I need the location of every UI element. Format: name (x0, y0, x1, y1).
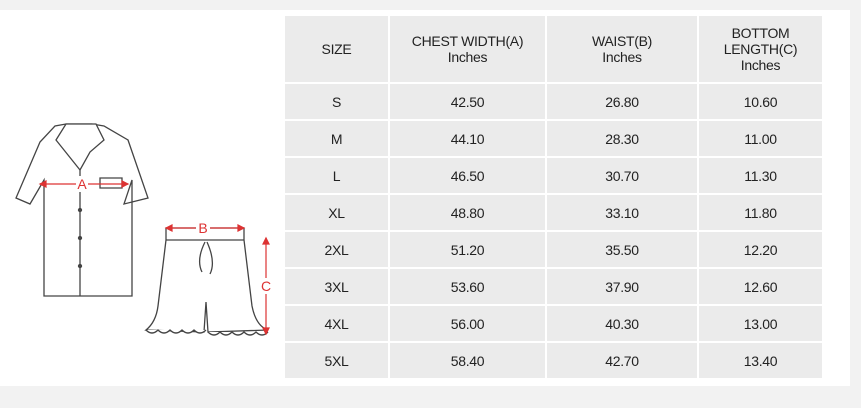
table-cell: 11.80 (697, 193, 824, 232)
table-row: 5XL 58.40 42.70 13.40 (283, 341, 824, 380)
garment-illustration: A B C (15, 123, 273, 336)
table-cell: 51.20 (388, 230, 547, 269)
table-cell: 37.90 (545, 267, 699, 306)
header-line: Inches (602, 49, 642, 65)
header-line: WAIST(B) (591, 33, 653, 49)
header-line: SIZE (321, 41, 352, 57)
table-cell: 28.30 (545, 119, 699, 158)
table-cell: L (283, 156, 390, 195)
table-cell: 33.10 (545, 193, 699, 232)
table-cell: 13.00 (697, 304, 824, 343)
table-cell: 48.80 (388, 193, 547, 232)
measure-label: B (198, 220, 207, 236)
table-cell: 3XL (283, 267, 390, 306)
label-bg (259, 278, 273, 294)
table-cell: 11.30 (697, 156, 824, 195)
table-cell: 42.50 (388, 82, 547, 121)
table-row: M 44.10 28.30 11.00 (283, 119, 824, 158)
table-cell: 44.10 (388, 119, 547, 158)
header-cell: SIZE (283, 14, 390, 84)
table-cell: S (283, 82, 390, 121)
table-cell: XL (283, 193, 390, 232)
label-bg (196, 220, 210, 236)
table-cell: 4XL (283, 304, 390, 343)
label-bg (76, 176, 88, 192)
shorts (144, 227, 269, 336)
table-cell: 46.50 (388, 156, 547, 195)
header-line: LENGTH(C) (723, 41, 798, 57)
header-line: CHEST WIDTH(A) (411, 33, 524, 49)
table-cell: 26.80 (545, 82, 699, 121)
table-cell: 2XL (283, 230, 390, 269)
header-row: SIZE CHEST WIDTH(A) Inches WAIST(B) Inches BO… (283, 14, 824, 84)
shirt (15, 123, 149, 297)
table-row: S 42.50 26.80 10.60 (283, 82, 824, 121)
header-line: Inches (447, 49, 488, 65)
table-cell: 58.40 (388, 341, 547, 380)
header-cell: BOTTOM LENGTH(C) Inches (697, 14, 824, 84)
table-cell: 12.20 (697, 230, 824, 269)
table-cell: 5XL (283, 341, 390, 380)
table-cell: 56.00 (388, 304, 547, 343)
table-cell: 11.00 (697, 119, 824, 158)
table-cell: 53.60 (388, 267, 547, 306)
header-cell: WAIST(B) Inches (545, 14, 699, 84)
table-row: 4XL 56.00 40.30 13.00 (283, 304, 824, 343)
table-cell: 13.40 (697, 341, 824, 380)
table-cell: 10.60 (697, 82, 824, 121)
table-row: 3XL 53.60 37.90 12.60 (283, 267, 824, 306)
table-cell: 42.70 (545, 341, 699, 380)
measure-label: A (77, 176, 87, 192)
table-row: 2XL 51.20 35.50 12.20 (283, 230, 824, 269)
size-chart: A B C SIZE CHEST WIDTH(A) Inches WAIST(B) In… (0, 10, 850, 386)
header-cell: CHEST WIDTH(A) Inches (388, 14, 547, 84)
table-cell: 40.30 (545, 304, 699, 343)
measure-label: C (261, 278, 271, 294)
size-table: SIZE CHEST WIDTH(A) Inches WAIST(B) Inches BO… (283, 14, 824, 380)
table-cell: 12.60 (697, 267, 824, 306)
header-line: Inches (740, 57, 781, 73)
table-cell: 35.50 (545, 230, 699, 269)
table-cell: 30.70 (545, 156, 699, 195)
header-line: BOTTOM (731, 25, 790, 41)
table-row: L 46.50 30.70 11.30 (283, 156, 824, 195)
table-row: XL 48.80 33.10 11.80 (283, 193, 824, 232)
table-cell: M (283, 119, 390, 158)
